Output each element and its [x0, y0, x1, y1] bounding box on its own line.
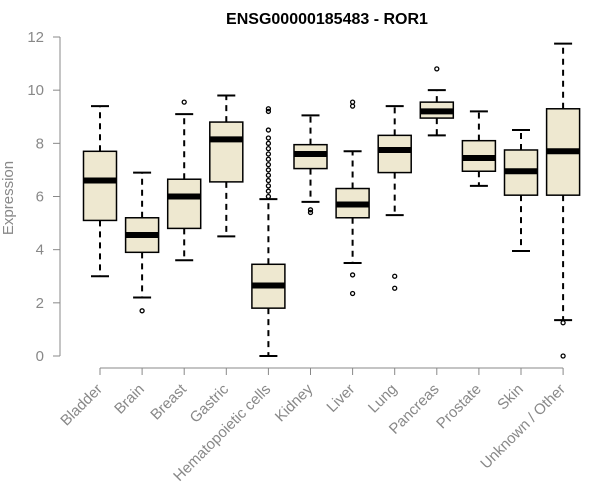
- outlier-point: [560, 353, 566, 359]
- x-tick-label: Liver: [323, 381, 358, 416]
- outlier-point: [265, 183, 272, 189]
- outlier-point: [434, 66, 440, 72]
- outlier-point: [307, 209, 314, 216]
- x-tick-label: Kidney: [272, 380, 317, 425]
- outlier-point: [307, 207, 314, 213]
- outlier-point: [265, 151, 272, 157]
- chart-title: ENSG00000185483 - ROR1: [226, 11, 428, 28]
- outlier-point: [265, 135, 272, 141]
- outlier-point: [349, 272, 356, 278]
- x-tick-label: Prostate: [433, 381, 485, 433]
- x-tick-label: Brain: [111, 381, 148, 418]
- box-breast: [166, 178, 202, 230]
- x-tick-label: Breast: [147, 380, 190, 423]
- outlier-point: [560, 320, 566, 326]
- y-tick-label: 2: [36, 295, 44, 312]
- axes: 0 2 4 6 8 10 12: [27, 29, 564, 375]
- outlier-point: [265, 193, 272, 200]
- y-tick-label: 6: [36, 189, 44, 206]
- y-tick-label: 4: [36, 242, 44, 259]
- y-tick-label: 0: [36, 348, 44, 365]
- outlier-point: [265, 145, 272, 152]
- y-tick-label: 10: [27, 82, 44, 99]
- box-bladder: [82, 150, 118, 222]
- outlier-point: [265, 188, 272, 194]
- outlier-point: [265, 106, 272, 112]
- outlier-point: [139, 308, 145, 314]
- outlier-point: [181, 99, 187, 105]
- outlier-point: [265, 172, 272, 178]
- outlier-point: [265, 108, 272, 115]
- y-tick-label: 12: [27, 29, 44, 46]
- outlier-point: [265, 140, 272, 146]
- outlier-point: [265, 161, 272, 168]
- outlier-point: [265, 167, 272, 173]
- outlier-point: [265, 127, 272, 133]
- y-axis-label: Expression: [0, 161, 17, 235]
- boxes-group: [82, 42, 581, 359]
- x-tick-label: Bladder: [57, 381, 106, 430]
- y-tick-label: 8: [36, 135, 44, 152]
- x-tick-label: Skin: [494, 381, 527, 414]
- outlier-point: [265, 177, 272, 184]
- outlier-point: [349, 290, 356, 297]
- box-gastric: [209, 121, 244, 183]
- x-tick-label: Lung: [365, 381, 401, 417]
- outlier-point: [392, 273, 398, 279]
- outlier-point: [349, 99, 356, 105]
- outlier-point: [265, 156, 272, 162]
- outlier-point: [392, 285, 398, 291]
- box-lung: [377, 134, 412, 174]
